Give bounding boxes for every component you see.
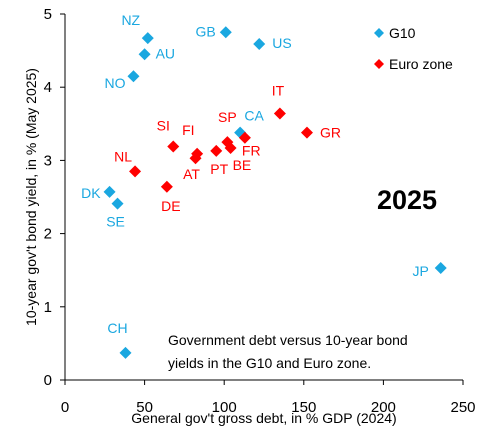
point-label-at: AT [183, 166, 200, 182]
point-label-gr: GR [320, 125, 341, 141]
y-tick-label: 3 [44, 152, 52, 169]
point-fr [238, 131, 251, 144]
point-jp [434, 262, 447, 275]
chart-note: Government debt versus 10-year bond yiel… [168, 332, 412, 371]
point-label-us: US [272, 35, 291, 51]
point-label-se: SE [106, 214, 125, 230]
y-tick-label: 1 [44, 299, 52, 316]
legend: G10 Euro zone [374, 25, 453, 72]
point-label-no: NO [104, 75, 125, 91]
x-axis-title: General gov't gross debt, in % GDP (2024… [131, 410, 396, 426]
point-label-nz: NZ [121, 12, 140, 28]
point-de [160, 180, 173, 193]
point-label-dk: DK [81, 185, 101, 201]
point-label-jp: JP [413, 263, 429, 279]
point-gr [300, 126, 313, 139]
legend-label: Euro zone [389, 56, 453, 72]
point-label-au: AU [156, 45, 175, 61]
point-gb [219, 26, 232, 39]
x-tick-label: 0 [61, 399, 69, 416]
chart-note-line-1: Government debt versus 10-year bond [168, 332, 408, 348]
point-label-ch: CH [107, 320, 127, 336]
point-se [111, 197, 124, 210]
y-axis-title: 10-year gov't bond yield, in % (May 2025… [23, 68, 39, 326]
y-tick-label: 2 [44, 226, 52, 243]
y-tick-label: 4 [44, 79, 52, 96]
x-tick-label: 250 [450, 399, 475, 416]
x-tick-label: 150 [291, 399, 316, 416]
point-label-it: IT [272, 83, 285, 99]
point-nl [129, 165, 142, 178]
point-label-pt: PT [210, 161, 228, 177]
x-tick-label: 50 [136, 399, 153, 416]
point-pt [210, 144, 223, 157]
legend-label: G10 [389, 25, 416, 41]
legend-marker [374, 28, 384, 38]
point-si [167, 140, 180, 153]
legend-marker [374, 59, 384, 69]
point-label-ca: CA [244, 108, 264, 124]
axes [64, 14, 463, 381]
chart-note-line-2: yields in the G10 and Euro zone. [168, 355, 371, 371]
y-tick-label: 5 [44, 6, 52, 23]
point-us [253, 38, 266, 51]
point-label-si: SI [157, 117, 170, 133]
series-g10: NZ AU NO GB US CA DK SE CH JP [81, 12, 447, 359]
y-tick-label: 0 [44, 372, 52, 389]
point-at [189, 152, 202, 165]
point-ch [119, 346, 132, 359]
point-no [127, 70, 140, 83]
point-label-sp: SP [218, 109, 237, 125]
data-points: NZ AU NO GB US CA DK SE CH JP IT GR SI FI AT SP FR PT BE NL… [81, 12, 447, 359]
x-tick-label: 100 [212, 399, 237, 416]
year-label: 2025 [377, 185, 437, 215]
point-label-fr: FR [242, 143, 261, 159]
point-it [273, 107, 286, 120]
point-label-gb: GB [196, 23, 216, 39]
point-au [138, 48, 151, 61]
point-label-be: BE [233, 157, 252, 173]
point-label-fi: FI [182, 122, 194, 138]
point-label-de: DE [161, 198, 180, 214]
point-label-nl: NL [114, 148, 132, 164]
point-dk [103, 185, 116, 198]
point-nz [141, 32, 154, 45]
x-tick-label: 200 [371, 399, 396, 416]
series-euro-zone: IT GR SI FI AT SP FR PT BE NL DE [114, 83, 341, 214]
point-be [224, 141, 237, 154]
